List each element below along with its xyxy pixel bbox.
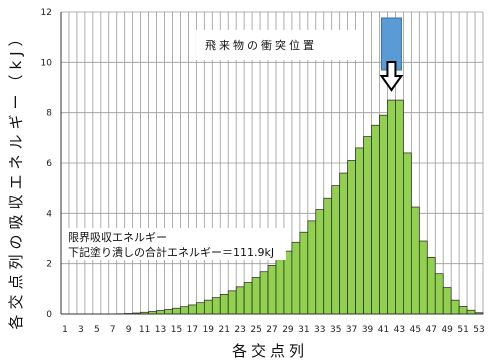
x-tick-label: 13	[155, 325, 166, 335]
x-tick-label: 35	[330, 325, 341, 335]
bar-column-39	[363, 136, 372, 315]
bar-column-38	[355, 147, 364, 315]
bar-column-32	[307, 220, 317, 315]
bar-column-31	[299, 231, 309, 315]
bar-column-46	[418, 240, 428, 315]
x-tick-label: 49	[441, 325, 453, 335]
bar-column-41	[379, 114, 388, 315]
y-tick-label: 0	[46, 310, 52, 320]
bar-column-14	[164, 309, 173, 315]
x-tick-label: 1	[62, 325, 68, 335]
x-tick-label: 39	[362, 325, 374, 335]
bar-column-48	[434, 273, 444, 315]
bar-column-47	[426, 257, 436, 315]
bar-column-36	[339, 172, 348, 315]
x-tick-label: 5	[94, 325, 100, 335]
bar-column-35	[331, 185, 341, 315]
y-tick-labels: 0 2 4 6 8 10 12	[41, 8, 53, 320]
bar-column-13	[156, 310, 165, 315]
x-tick-label: 15	[171, 325, 182, 335]
note-background	[66, 228, 286, 260]
axis-layer	[60, 12, 483, 315]
x-tick-label: 19	[203, 325, 215, 335]
bar-column-42	[387, 99, 396, 315]
bar-column-45	[410, 206, 420, 315]
y-tick-label: 12	[41, 8, 52, 18]
bar-column-50	[450, 299, 460, 315]
x-tick-label: 43	[394, 325, 405, 335]
bar-column-30	[291, 241, 301, 315]
x-tick-label: 9	[126, 325, 132, 335]
bar-column-17	[188, 304, 197, 315]
bar-column-21	[219, 294, 229, 315]
y-axis-title: 各交点列の吸収エネルギー（kJ）	[7, 26, 25, 329]
y-tick-label: 10	[41, 58, 53, 68]
y-tick-label: 4	[46, 209, 52, 219]
x-tick-label: 21	[218, 325, 229, 335]
bar-column-52	[466, 309, 476, 315]
x-tick-label: 7	[110, 325, 116, 335]
bar-column-19	[203, 299, 213, 315]
down-arrow-icon	[379, 61, 404, 92]
bar-column-37	[347, 160, 356, 315]
x-tick-label: 17	[187, 325, 198, 335]
y-tick-label: 8	[46, 109, 52, 119]
bar-column-44	[403, 152, 412, 315]
bar-column-29	[283, 250, 293, 315]
x-tick-label: 11	[139, 325, 150, 335]
x-tick-label: 33	[314, 325, 325, 335]
bar-column-26	[259, 271, 269, 315]
bar-column-43	[395, 99, 404, 315]
x-tick-label: 25	[250, 325, 261, 335]
impact-label-background	[196, 30, 362, 60]
x-tick-label: 47	[426, 325, 437, 335]
bar-column-20	[211, 297, 221, 315]
bar-column-33	[315, 209, 325, 315]
y-tick-label: 2	[46, 260, 52, 270]
x-tick-labels: 1 3 5 7 9 11 13 15 17 19 21 23 25 27 29 31 33 35 37 39 41 43 4…	[62, 325, 485, 335]
x-tick-label: 31	[298, 325, 309, 335]
x-tick-label: 41	[378, 325, 389, 335]
x-tick-label: 23	[234, 325, 245, 335]
bar-column-15	[172, 307, 181, 315]
bar-column-40	[371, 124, 380, 315]
x-tick-label: 45	[410, 325, 421, 335]
y-tick-label: 6	[46, 159, 52, 169]
bar-column-22	[227, 290, 237, 315]
down-arrow-shape	[379, 61, 404, 92]
x-axis-title: 各交点列	[232, 342, 308, 360]
bar-column-23	[235, 286, 245, 315]
x-tick-label: 29	[282, 325, 294, 335]
note-line-1: 限界吸収エネルギー	[68, 231, 167, 244]
x-tick-label: 27	[266, 325, 277, 335]
bar-column-34	[323, 197, 333, 315]
x-tick-label: 51	[457, 325, 468, 335]
x-tick-label: 37	[346, 325, 357, 335]
x-tick-label: 53	[473, 325, 484, 335]
bar-column-24	[243, 282, 253, 315]
bar-column-49	[442, 287, 452, 315]
bar-column-16	[180, 306, 189, 315]
bar-column-18	[196, 302, 205, 315]
impact-label: 飛来物の衝突位置	[205, 38, 317, 52]
bar-column-27	[267, 265, 277, 315]
bar-column-28	[275, 258, 285, 315]
note-line-2: 下記塗り潰しの合計エネルギー＝111.9kJ	[68, 245, 274, 259]
bar-column-25	[251, 277, 261, 315]
bar-column-51	[458, 306, 468, 315]
x-tick-label: 3	[78, 325, 84, 335]
